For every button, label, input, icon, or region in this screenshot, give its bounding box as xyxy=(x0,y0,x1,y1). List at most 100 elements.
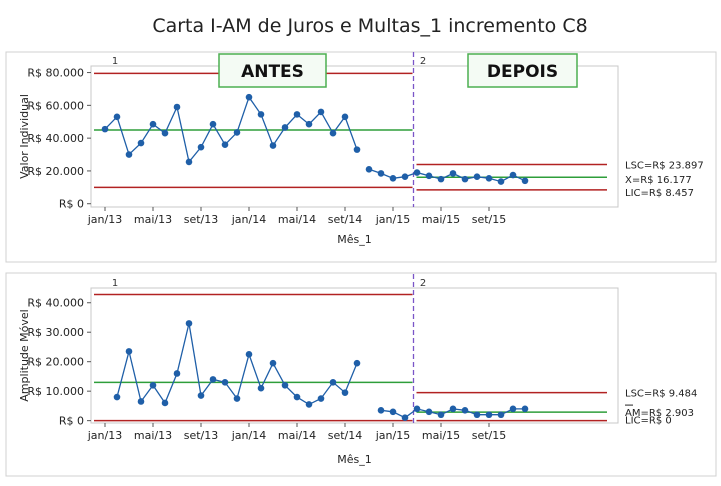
mr-chart-stage1-data-point xyxy=(233,395,241,402)
mr-chart-x-tick-label: mai/15 xyxy=(422,429,460,442)
i-chart-x-axis-label: Mês_1 xyxy=(337,233,372,246)
i-chart-stage2-data-point xyxy=(473,173,481,180)
i-chart-stage1-data-point xyxy=(221,141,229,148)
i-chart-stage2-data-point xyxy=(485,175,493,182)
mr-chart-stage1-data-point xyxy=(353,359,361,367)
mr-chart-stage1-data-point xyxy=(305,401,313,408)
i-chart-x-tick-label: set/13 xyxy=(184,213,219,226)
mr-chart-x-tick-label: set/13 xyxy=(184,429,219,442)
mr-chart-x-axis-label: Mês_1 xyxy=(337,453,372,466)
mr-chart-stage1-data-point xyxy=(209,376,217,383)
i-chart-stage1-data-point xyxy=(113,113,121,121)
mr-chart-stage1-data-point xyxy=(149,381,157,389)
mr-chart-stage1-data-point xyxy=(137,398,145,405)
i-chart-plot-frame xyxy=(90,65,619,208)
mr-chart-limit-label-2: LIC=R$ 0 xyxy=(625,416,672,427)
mr-chart-y-tick-label: R$ 40.000 xyxy=(27,297,84,310)
panel-i-background xyxy=(5,51,717,263)
i-chart-x-tick-label: mai/15 xyxy=(422,213,460,226)
i-chart-x-tick-label: jan/15 xyxy=(375,213,410,226)
chart-title: Carta I-AM de Juros e Multas_1 increment… xyxy=(152,15,587,37)
mr-chart-y-tick-label: R$ 30.000 xyxy=(27,326,84,339)
i-chart-y-tick-label: R$ 80.000 xyxy=(27,67,84,80)
i-chart-stage2-data-point xyxy=(365,165,373,173)
i-chart-stage2-data-point xyxy=(509,171,517,179)
mr-chart-stage-label-2: 2 xyxy=(420,278,426,289)
mr-chart-stage2-data-point xyxy=(401,414,409,421)
i-chart-stage2-data-point xyxy=(449,170,457,177)
i-chart-y-axis-label: Valor Individual xyxy=(18,94,31,179)
mr-chart-x-tick-label: jan/14 xyxy=(231,429,266,442)
mr-chart-stage2-data-point xyxy=(485,411,493,419)
i-chart-stage1-data-point xyxy=(329,129,337,137)
mr-chart-stage2-data-point xyxy=(509,405,517,413)
i-chart-stage1-data-point xyxy=(269,142,277,149)
mr-chart-stage1-data-point xyxy=(221,379,229,386)
i-chart-stage1-data-point xyxy=(137,139,145,147)
i-chart-stage2-data-point xyxy=(413,169,421,176)
i-chart-stage1-data-point xyxy=(341,113,349,121)
i-chart-stage-label-2: 2 xyxy=(420,56,426,67)
mr-chart-stage2-data-point xyxy=(497,411,505,419)
mr-chart-plot-frame xyxy=(90,287,619,424)
i-chart-stage1-data-point xyxy=(317,108,325,116)
i-chart-stage1-data-point xyxy=(101,125,109,133)
i-chart-stage1-data-point xyxy=(245,93,253,101)
mr-chart-stage1-data-point xyxy=(281,381,289,389)
i-chart-x-tick-label: jan/14 xyxy=(231,213,266,226)
i-chart-x-tick-label: jan/13 xyxy=(87,213,122,226)
i-chart-x-tick-label: mai/14 xyxy=(278,213,316,226)
i-chart-stage1-data-point xyxy=(233,129,241,136)
mr-chart-stage1-data-point xyxy=(269,359,277,367)
i-chart-x-tick-label: set/15 xyxy=(472,213,507,226)
mr-chart-limit-label-1: AM=R$ 2.903 xyxy=(625,408,694,419)
mr-chart-x-tick-label: set/15 xyxy=(472,429,507,442)
mr-chart-stage1-data-point xyxy=(197,392,205,399)
mr-chart-y-tick-label: R$ 0 xyxy=(59,415,84,428)
mr-chart-stage2-data-point xyxy=(425,408,433,416)
mr-chart-stage1-data-point xyxy=(293,393,301,401)
i-chart-y-tick-label: R$ 20.000 xyxy=(27,165,84,178)
i-chart-y-tick-label: R$ 0 xyxy=(59,198,84,211)
i-chart-stage2-data-point xyxy=(437,175,445,183)
i-chart-stage2-data-point xyxy=(377,170,385,177)
i-chart-x-tick-label: mai/13 xyxy=(134,213,172,226)
stage-box-label-depois: DEPOIS xyxy=(487,62,558,82)
mr-chart-stage1-data-point xyxy=(185,320,193,327)
i-chart-stage1-data-point xyxy=(149,120,157,128)
mr-chart-stage2-data-point xyxy=(449,405,457,413)
i-chart-stage1-data-point xyxy=(209,120,217,128)
mr-chart-stage1-data-point xyxy=(125,348,133,355)
mr-chart-stage-label-1: 1 xyxy=(112,278,118,289)
mr-chart-stage1-data-point xyxy=(245,351,253,358)
mr-chart-x-tick-label: jan/15 xyxy=(375,429,410,442)
i-chart-y-tick-label: R$ 60.000 xyxy=(27,99,84,112)
mr-chart-x-tick-label: jan/13 xyxy=(87,429,122,442)
mr-chart-x-tick-label: set/14 xyxy=(328,429,363,442)
stage-box-antes xyxy=(218,53,327,88)
i-chart-stage2-data-point xyxy=(521,177,529,185)
mr-chart-y-axis-label: Amplitude Móvel xyxy=(18,309,31,401)
mr-chart-x-tick-label: mai/14 xyxy=(278,429,316,442)
i-chart-y-tick-label: R$ 40.000 xyxy=(27,132,84,145)
mr-chart-stage1-data-point xyxy=(113,393,121,401)
mr-chart-stage2-data-point xyxy=(473,411,481,419)
i-chart-stage1-data-point xyxy=(305,120,313,128)
mr-chart-stage2-data-point xyxy=(437,411,445,419)
mr-chart-stage2-data-point xyxy=(377,407,385,414)
i-chart-stage1-data-point xyxy=(173,103,181,111)
i-chart-stage1-data-point xyxy=(257,111,265,118)
mr-chart-stage2-data-point xyxy=(461,407,469,414)
i-chart-stage2-data-point xyxy=(401,173,409,180)
mr-chart-stage1-data-point xyxy=(317,395,325,402)
i-chart-limit-label-0: LSC=R$ 23.897 xyxy=(625,161,704,172)
i-chart-stage1-data-point xyxy=(293,111,301,118)
stage-box-depois xyxy=(467,53,578,88)
mr-chart-stage1-data-point xyxy=(173,370,181,377)
i-chart-stage2-data-point xyxy=(461,175,469,183)
mr-chart-limit-label-0: LSC=R$ 9.484 xyxy=(625,389,697,400)
mr-chart-stage2-data-point xyxy=(521,405,529,413)
mr-chart-stage1-data-point xyxy=(257,384,265,392)
i-chart-limit-label-2: LIC=R$ 8.457 xyxy=(625,188,694,199)
